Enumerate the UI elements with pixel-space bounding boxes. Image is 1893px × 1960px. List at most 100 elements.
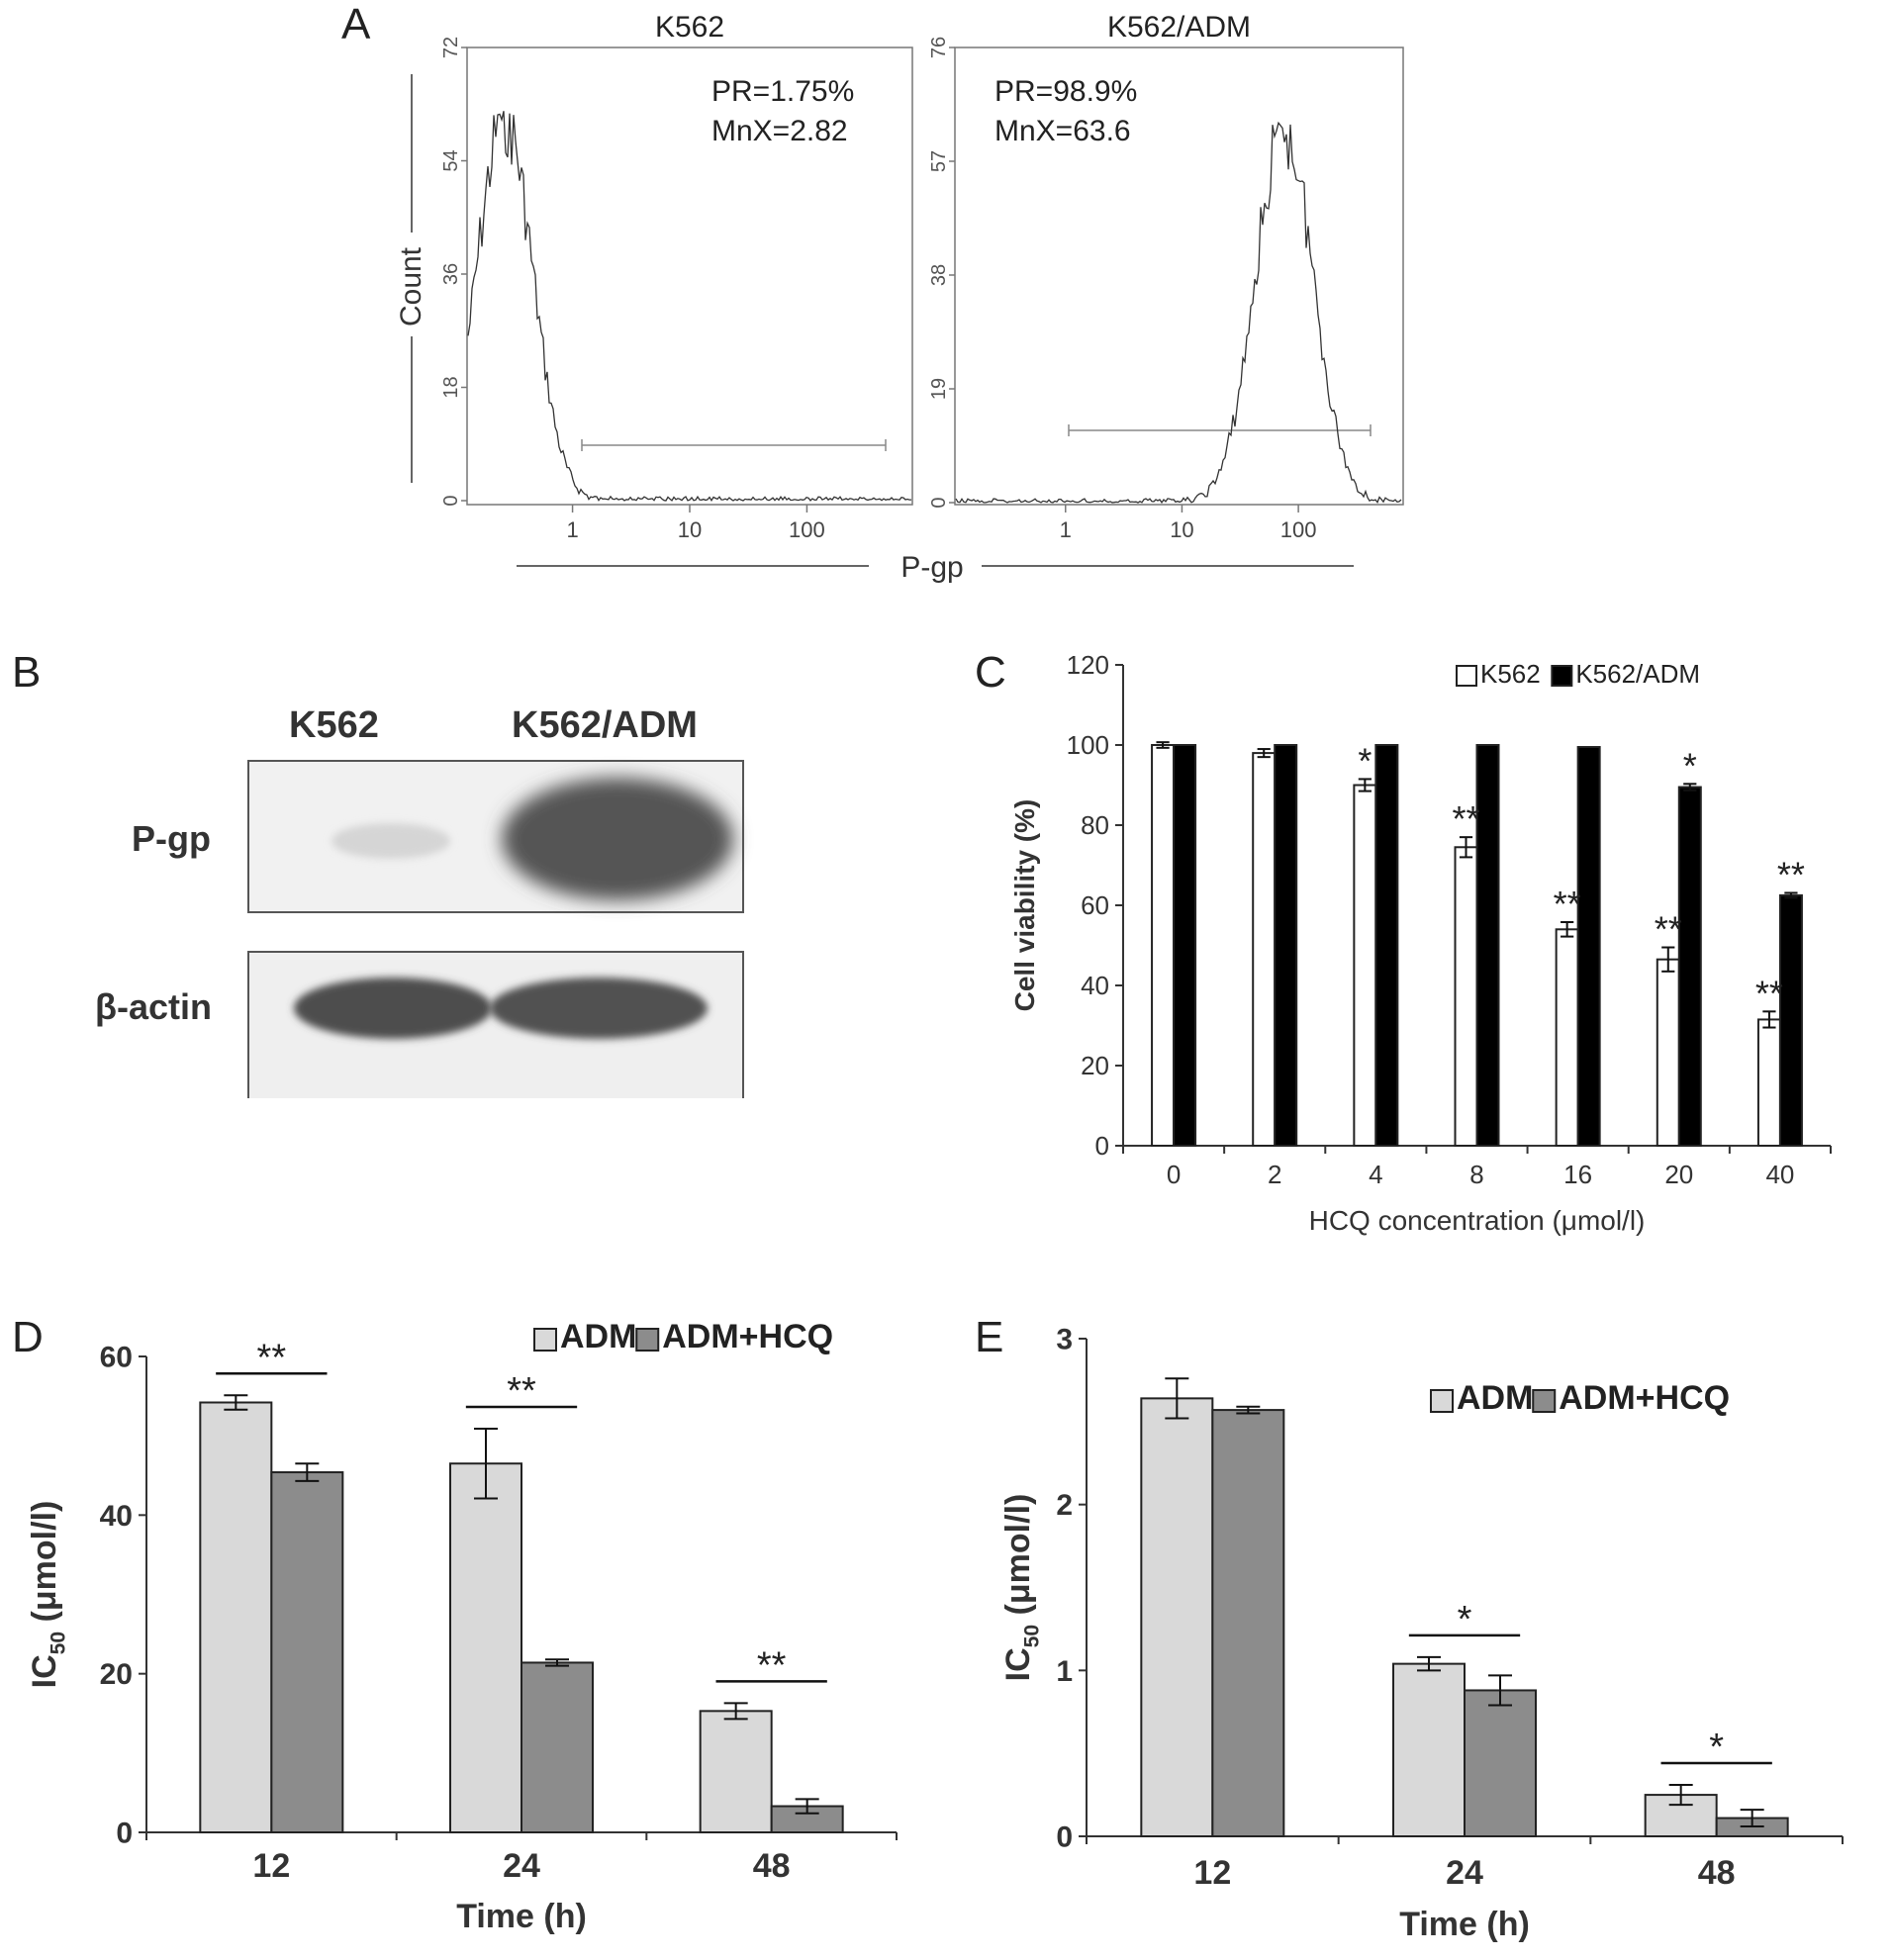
y-tick-label-1: 1 bbox=[1056, 1655, 1073, 1688]
x-tick-label-5: 20 bbox=[1664, 1160, 1693, 1189]
histogram-ytick-label-0-0: 0 bbox=[440, 495, 462, 506]
legend-swatch-1 bbox=[635, 1328, 660, 1352]
significance-mark-0: ** bbox=[257, 1337, 287, 1378]
bar-adm-12 bbox=[199, 1401, 273, 1833]
histogram-ytick-label-0-2: 36 bbox=[440, 263, 462, 285]
legend-swatch-0 bbox=[1430, 1389, 1454, 1413]
panel-letter-e: E bbox=[975, 1313, 1004, 1361]
x-tick-label-0: 12 bbox=[1193, 1854, 1231, 1892]
histogram-xtick-label-1-0: 1 bbox=[1060, 517, 1072, 542]
bar-k562-adm-4 bbox=[1374, 744, 1399, 1147]
y-axis-label-unit: (μmol/l) bbox=[999, 1494, 1037, 1625]
x-axis-label: Time (h) bbox=[456, 1898, 587, 1935]
histogram-ytick-label-1-2: 38 bbox=[928, 264, 950, 286]
y-tick-label-0: 0 bbox=[1056, 1821, 1073, 1854]
x-tick-label-0: 0 bbox=[1167, 1160, 1181, 1189]
histogram-xtick-label-1-1: 10 bbox=[1170, 517, 1193, 542]
histogram-trace-1 bbox=[955, 121, 1402, 505]
histogram-ytick-label-0-4: 72 bbox=[440, 37, 462, 58]
x-tick-label-6: 40 bbox=[1765, 1160, 1794, 1189]
histogram-xtick-label-0-2: 100 bbox=[789, 517, 825, 542]
y-tick-label-2: 2 bbox=[1056, 1489, 1073, 1522]
histogram-stat-0-0: PR=1.75% bbox=[711, 75, 854, 108]
y-axis-label: Count bbox=[395, 246, 427, 327]
x-tick-label-1: 24 bbox=[1446, 1854, 1483, 1892]
bar-k562-4 bbox=[1353, 784, 1377, 1147]
panel-b-western-blot: K562 K562/ADM P-gp β-actin bbox=[0, 673, 772, 1098]
panel-letter-a: A bbox=[341, 0, 371, 48]
y-tick-label-3: 60 bbox=[1081, 890, 1109, 920]
blot-lane-label-k562: K562 bbox=[289, 704, 379, 746]
blot-band-actin-k562-adm bbox=[490, 978, 708, 1039]
x-tick-label-2: 4 bbox=[1369, 1160, 1382, 1189]
legend-swatch-1 bbox=[1532, 1389, 1557, 1413]
y-tick-label-4: 80 bbox=[1081, 810, 1109, 840]
panel-letter-b: B bbox=[12, 648, 42, 697]
bar-adm-48 bbox=[699, 1710, 773, 1833]
legend-label-1: ADM+HCQ bbox=[1559, 1379, 1730, 1417]
histogram-ytick-label-1-4: 76 bbox=[928, 37, 950, 58]
histogram-ytick-label-1-3: 57 bbox=[928, 150, 950, 172]
bar-k562-2 bbox=[1252, 752, 1277, 1147]
histogram-ytick-label-0-3: 54 bbox=[440, 149, 462, 171]
x-tick-label-1: 2 bbox=[1268, 1160, 1281, 1189]
x-tick-label-1: 24 bbox=[503, 1847, 540, 1885]
panel-a-flow-histograms: Count P-gp K562 PR=1.75% MnX=2.82 0 18 36 54 72 1 1… bbox=[395, 11, 1404, 584]
y-tick-label-3: 3 bbox=[1056, 1324, 1073, 1356]
histogram-title-1: K562/ADM bbox=[1107, 11, 1251, 44]
legend-swatch-0 bbox=[533, 1328, 557, 1352]
significance-mark-2: ** bbox=[1554, 884, 1581, 924]
significance-mark-0: * bbox=[1358, 740, 1372, 781]
significance-mark-4: ** bbox=[1755, 973, 1783, 1013]
y-tick-label-1: 20 bbox=[100, 1658, 133, 1691]
bar-k562-adm-8 bbox=[1475, 744, 1500, 1147]
bar-adm-24 bbox=[449, 1462, 522, 1833]
bar-adm-24 bbox=[1392, 1662, 1466, 1838]
x-tick-label-4: 16 bbox=[1563, 1160, 1592, 1189]
y-axis-label: IC50 (μmol/l) bbox=[26, 1501, 70, 1689]
legend-swatch-0 bbox=[1456, 665, 1477, 687]
blot-lane-label-k562-adm: K562/ADM bbox=[512, 704, 698, 746]
x-axis-label: HCQ concentration (μmol/l) bbox=[1309, 1205, 1646, 1236]
bar-adm-hcq-12 bbox=[270, 1471, 344, 1833]
histogram-ytick-label-0-1: 18 bbox=[440, 376, 462, 398]
bar-k562-adm-20 bbox=[1677, 786, 1702, 1147]
histogram-trace-0 bbox=[467, 111, 911, 503]
x-tick-label-3: 8 bbox=[1469, 1160, 1483, 1189]
y-tick-label-1: 20 bbox=[1081, 1051, 1109, 1080]
histogram-xtick-label-0-1: 10 bbox=[678, 517, 702, 542]
y-axis-label-sub: 50 bbox=[47, 1632, 70, 1654]
histogram-stat-0-1: MnX=2.82 bbox=[711, 115, 848, 147]
blot-band-actin-k562 bbox=[294, 978, 492, 1039]
significance-mark-3: ** bbox=[1655, 909, 1682, 950]
y-tick-label-3: 60 bbox=[100, 1342, 133, 1374]
bar-adm-hcq-12 bbox=[1211, 1409, 1285, 1837]
y-tick-label-2: 40 bbox=[1081, 971, 1109, 1000]
legend-label-0: K562 bbox=[1480, 659, 1541, 689]
panel-d-ic50-k562-chart: 0 20 40 60 12 24 48 ** ** ** Time (h) IC50 (μmol/l)… bbox=[26, 1318, 898, 1935]
legend-swatch-1 bbox=[1551, 665, 1573, 687]
legend-label-1: ADM+HCQ bbox=[662, 1318, 833, 1355]
x-axis-label: Time (h) bbox=[1399, 1906, 1530, 1943]
significance-mark-0: * bbox=[1458, 1599, 1472, 1640]
y-axis-label: IC50 (μmol/l) bbox=[999, 1494, 1044, 1682]
bar-k562-0 bbox=[1151, 744, 1176, 1147]
blot-row-label-pgp: P-gp bbox=[132, 818, 211, 859]
y-tick-label-6: 120 bbox=[1067, 650, 1109, 680]
blot-row-label-beta-actin: β-actin bbox=[95, 986, 212, 1027]
bar-k562-16 bbox=[1555, 928, 1579, 1147]
y-axis-label-unit: (μmol/l) bbox=[26, 1501, 63, 1632]
bar-adm-12 bbox=[1140, 1397, 1214, 1838]
legend-label-1: K562/ADM bbox=[1575, 659, 1700, 689]
bar-k562-adm-16 bbox=[1576, 746, 1601, 1148]
x-tick-label-2: 48 bbox=[753, 1847, 791, 1885]
panel-letter-c: C bbox=[975, 648, 1006, 697]
y-axis-label-main: IC bbox=[26, 1654, 63, 1688]
y-axis-label: Cell viability (%) bbox=[1009, 799, 1040, 1012]
histogram-ytick-label-1-0: 0 bbox=[928, 497, 950, 508]
bar-k562-adm-2 bbox=[1274, 744, 1298, 1147]
significance-mark-1: ** bbox=[507, 1370, 536, 1412]
legend-label-0: ADM bbox=[560, 1318, 636, 1355]
